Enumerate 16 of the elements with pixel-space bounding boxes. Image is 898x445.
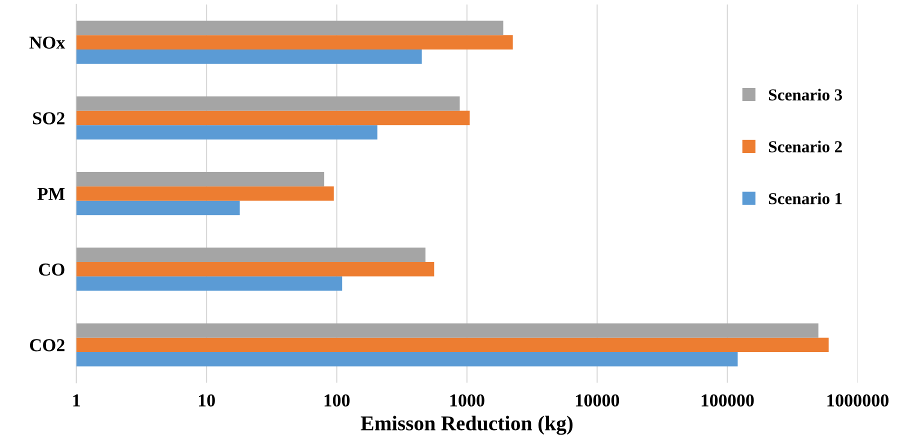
y-tick-label: NOx [29,36,66,49]
y-tick-label: CO [39,264,64,276]
y-tick-label: CO2 [30,339,64,352]
y-tick-label: PM [37,188,65,200]
x-tick-label: 10000 [576,394,620,407]
x-tick-label: 1 [73,394,80,406]
x-tick-label: 1000 [450,394,484,407]
legend-label: Scenario 3 [768,88,842,101]
x-axis-title: Emisson Reduction (kg) [360,416,573,435]
x-tick-label: 100 [324,394,350,407]
x-tick-label: 1000000 [827,394,888,407]
legend-label: Scenario 2 [768,140,842,152]
x-tick-label: 10 [198,394,215,407]
y-tick-label: SO2 [33,112,64,124]
legend-label: Scenario 1 [768,192,842,204]
x-tick-label: 100000 [702,394,754,407]
